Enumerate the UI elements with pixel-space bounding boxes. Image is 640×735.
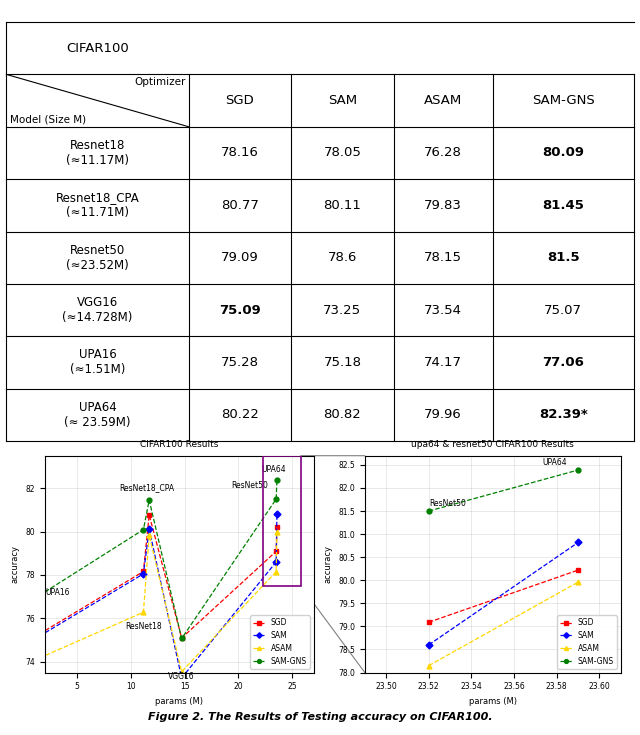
SAM xyxy=(178,673,186,682)
SGD xyxy=(140,567,147,576)
Text: CIFAR100: CIFAR100 xyxy=(66,42,129,54)
SAM xyxy=(273,509,281,518)
SAM-GNS xyxy=(36,591,44,600)
Line: SGD: SGD xyxy=(426,567,580,625)
SAM xyxy=(36,631,44,640)
Text: Resnet50
(≈23.52M): Resnet50 (≈23.52M) xyxy=(66,244,129,272)
Title: CIFAR100 Results: CIFAR100 Results xyxy=(140,440,218,449)
SAM xyxy=(273,558,280,567)
Line: SAM: SAM xyxy=(426,540,580,648)
Text: 78.15: 78.15 xyxy=(424,251,462,264)
SAM xyxy=(425,640,433,649)
Line: SAM-GNS: SAM-GNS xyxy=(426,467,580,514)
Text: Figure 2. The Results of Testing accuracy on CIFAR100.: Figure 2. The Results of Testing accurac… xyxy=(148,711,492,722)
Y-axis label: accuracy: accuracy xyxy=(11,545,20,583)
Text: 79.09: 79.09 xyxy=(221,251,259,264)
Legend: SGD, SAM, ASAM, SAM-GNS: SGD, SAM, ASAM, SAM-GNS xyxy=(250,615,310,669)
ASAM xyxy=(178,667,186,676)
Text: SAM: SAM xyxy=(328,94,357,107)
X-axis label: params (M): params (M) xyxy=(468,697,517,706)
SAM-GNS xyxy=(273,495,280,503)
Line: SAM-GNS: SAM-GNS xyxy=(37,477,280,641)
Text: 80.22: 80.22 xyxy=(221,409,259,421)
Legend: SGD, SAM, ASAM, SAM-GNS: SGD, SAM, ASAM, SAM-GNS xyxy=(557,615,617,669)
Text: Resnet18_CPA
(≈11.71M): Resnet18_CPA (≈11.71M) xyxy=(56,191,140,219)
Bar xyxy=(263,456,301,586)
SAM-GNS xyxy=(178,634,186,643)
Text: 82.39*: 82.39* xyxy=(539,409,588,421)
Text: 75.28: 75.28 xyxy=(221,356,259,369)
Text: Optimizer: Optimizer xyxy=(134,76,186,87)
SGD xyxy=(145,511,153,520)
Text: ResNet50: ResNet50 xyxy=(232,481,268,490)
ASAM xyxy=(140,608,147,617)
Text: 75.07: 75.07 xyxy=(544,304,582,317)
Text: 78.6: 78.6 xyxy=(328,251,357,264)
Text: UPA64: UPA64 xyxy=(543,458,568,467)
Text: 81.5: 81.5 xyxy=(547,251,579,264)
Text: 73.25: 73.25 xyxy=(323,304,362,317)
ASAM xyxy=(145,531,153,539)
Text: ResNet18_CPA: ResNet18_CPA xyxy=(120,484,175,492)
Text: 79.96: 79.96 xyxy=(424,409,462,421)
Text: UPA16: UPA16 xyxy=(45,588,69,597)
Text: UPA64
(≈ 23.59M): UPA64 (≈ 23.59M) xyxy=(65,401,131,429)
ASAM xyxy=(36,653,44,662)
SGD xyxy=(36,629,44,638)
Text: 78.16: 78.16 xyxy=(221,146,259,159)
Text: ResNet18: ResNet18 xyxy=(125,622,162,631)
SAM-GNS xyxy=(140,526,147,534)
SGD xyxy=(273,523,281,531)
Line: ASAM: ASAM xyxy=(426,580,580,668)
SAM xyxy=(140,570,147,578)
Text: 79.83: 79.83 xyxy=(424,199,462,212)
SGD xyxy=(178,634,186,642)
SAM xyxy=(574,538,582,547)
Text: VGG16: VGG16 xyxy=(168,672,195,681)
Text: ResNet50: ResNet50 xyxy=(429,500,466,509)
ASAM xyxy=(425,662,433,670)
Text: 80.77: 80.77 xyxy=(221,199,259,212)
Line: SGD: SGD xyxy=(37,512,280,640)
SGD xyxy=(273,547,280,556)
Text: Model (Size M): Model (Size M) xyxy=(10,115,86,125)
SAM xyxy=(145,525,153,534)
SAM-GNS xyxy=(425,506,433,515)
SGD xyxy=(425,618,433,627)
Line: SAM: SAM xyxy=(37,512,280,681)
Text: 77.06: 77.06 xyxy=(542,356,584,369)
ASAM xyxy=(574,578,582,587)
X-axis label: params (M): params (M) xyxy=(156,697,204,706)
ASAM xyxy=(273,567,280,576)
Text: 76.28: 76.28 xyxy=(424,146,462,159)
ASAM xyxy=(273,528,281,537)
Line: ASAM: ASAM xyxy=(37,530,280,674)
Text: 78.05: 78.05 xyxy=(323,146,362,159)
Text: UPA16
(≈1.51M): UPA16 (≈1.51M) xyxy=(70,348,125,376)
Text: 80.11: 80.11 xyxy=(323,199,362,212)
Text: SGD: SGD xyxy=(226,94,254,107)
Text: UPA64: UPA64 xyxy=(262,465,286,474)
SAM-GNS xyxy=(273,476,281,484)
SAM-GNS xyxy=(145,495,153,504)
Text: 75.09: 75.09 xyxy=(219,304,261,317)
Text: 80.09: 80.09 xyxy=(542,146,584,159)
SGD xyxy=(574,566,582,575)
Text: 80.82: 80.82 xyxy=(324,409,361,421)
Title: upa64 & resnet50 CIFAR100 Results: upa64 & resnet50 CIFAR100 Results xyxy=(412,440,574,449)
Text: 81.45: 81.45 xyxy=(542,199,584,212)
Text: SAM-GNS: SAM-GNS xyxy=(532,94,595,107)
Text: Resnet18
(≈11.17M): Resnet18 (≈11.17M) xyxy=(66,139,129,167)
Text: 73.54: 73.54 xyxy=(424,304,462,317)
Text: 74.17: 74.17 xyxy=(424,356,462,369)
Text: 75.18: 75.18 xyxy=(323,356,362,369)
Text: ASAM: ASAM xyxy=(424,94,462,107)
Y-axis label: accuracy: accuracy xyxy=(324,545,333,583)
Text: VGG16
(≈14.728M): VGG16 (≈14.728M) xyxy=(63,296,132,324)
SAM-GNS xyxy=(574,465,582,474)
